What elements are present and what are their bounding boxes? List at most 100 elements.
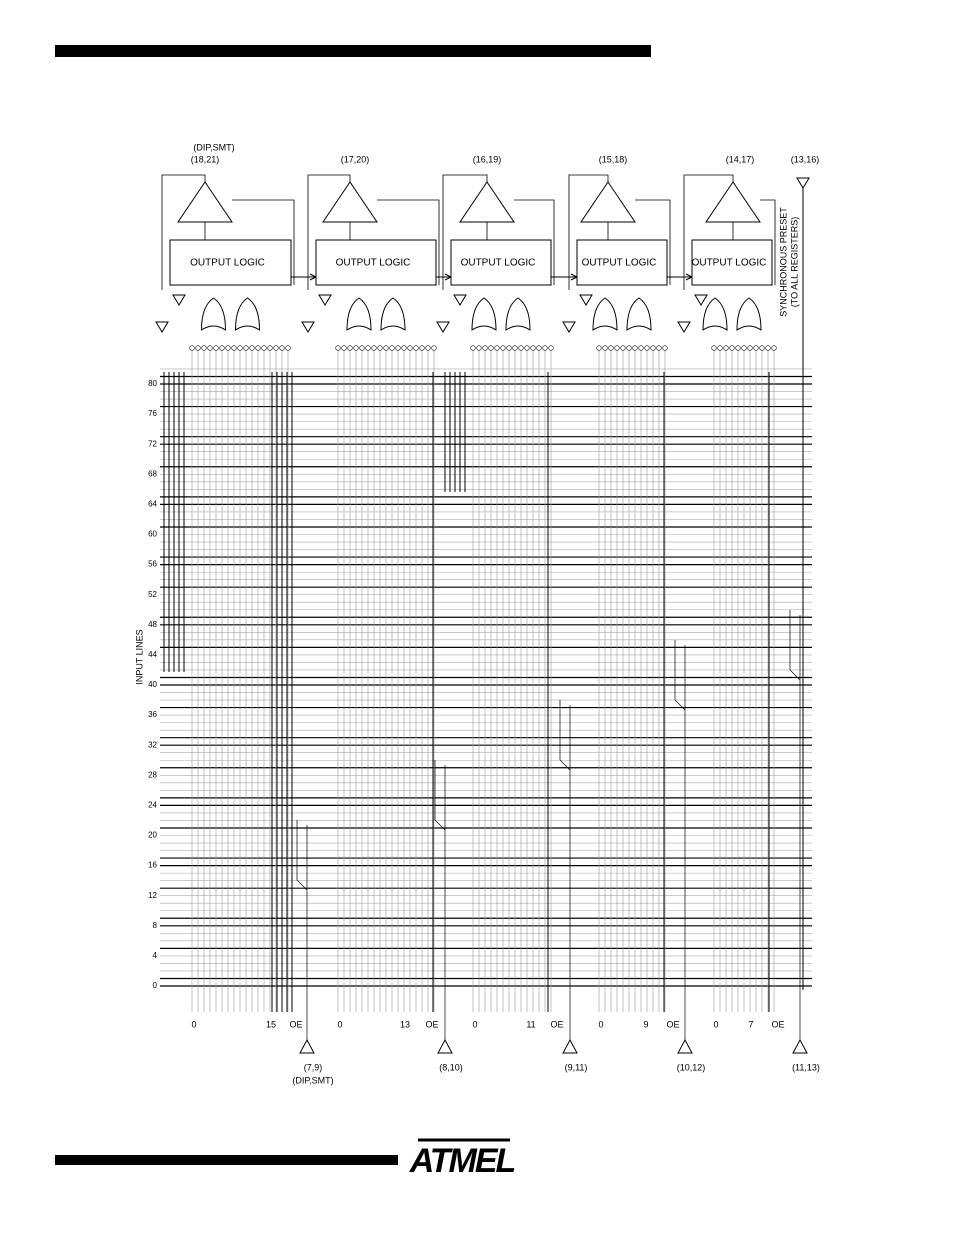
output-buffer — [459, 181, 515, 223]
term-node — [335, 345, 341, 351]
term-node — [614, 345, 620, 351]
input-line-tick: 20 — [148, 831, 157, 840]
input-line-tick: 12 — [148, 891, 157, 900]
or-gate — [346, 297, 372, 331]
buffer — [562, 294, 593, 333]
output-logic-box — [576, 239, 668, 286]
feedback-wire — [161, 174, 295, 290]
term-node — [506, 345, 512, 351]
term-node — [219, 345, 225, 351]
term-node — [261, 345, 267, 351]
term-node — [195, 345, 201, 351]
term-label: 7 — [748, 1019, 753, 1029]
term-label: 0 — [337, 1019, 342, 1029]
term-node — [419, 345, 425, 351]
term-node — [347, 345, 353, 351]
term-node — [735, 345, 741, 351]
or-gate — [200, 297, 227, 331]
term-node — [542, 345, 548, 351]
input-line-tick: 52 — [148, 590, 157, 599]
term-node — [383, 345, 389, 351]
term-node — [530, 345, 536, 351]
top-pin-label: (14,17) — [726, 154, 755, 164]
term-node — [711, 345, 717, 351]
term-label: 0 — [598, 1019, 603, 1029]
term-node — [500, 345, 506, 351]
pin-buffer — [796, 177, 810, 189]
term-label: OE — [666, 1019, 679, 1029]
input-line-tick: 72 — [148, 439, 157, 448]
term-node — [644, 345, 650, 351]
input-buffer — [677, 1038, 693, 1054]
term-node — [512, 345, 518, 351]
term-label: 0 — [191, 1019, 196, 1029]
input-line-tick: 60 — [148, 530, 157, 539]
term-node — [759, 345, 765, 351]
term-node — [401, 345, 407, 351]
input-lines-label: INPUT LINES — [134, 629, 144, 684]
input-line-tick: 56 — [148, 560, 157, 569]
term-node — [341, 345, 347, 351]
header-bar — [55, 45, 651, 57]
buffer — [301, 294, 332, 333]
input-line-tick: 4 — [153, 951, 158, 960]
input-line-tick: 44 — [148, 650, 157, 659]
term-node — [413, 345, 419, 351]
term-node — [273, 345, 279, 351]
term-node — [596, 345, 602, 351]
term-node — [662, 345, 668, 351]
feedback-wire — [307, 174, 440, 290]
or-gate — [736, 297, 762, 331]
input-line-tick: 64 — [148, 500, 157, 509]
term-node — [717, 345, 723, 351]
term-node — [395, 345, 401, 351]
input-line-tick: 80 — [148, 379, 157, 388]
arrow — [667, 273, 694, 281]
term-node — [747, 345, 753, 351]
output-logic-label: OUTPUT LOGIC — [336, 258, 411, 269]
input-buffer — [562, 1038, 578, 1054]
term-node — [237, 345, 243, 351]
term-node — [425, 345, 431, 351]
buffer — [677, 294, 708, 333]
term-node — [255, 345, 261, 351]
term-node — [359, 345, 365, 351]
input-line-tick: 8 — [153, 921, 158, 930]
term-node — [638, 345, 644, 351]
term-node — [389, 345, 395, 351]
term-label: 0 — [472, 1019, 477, 1029]
top-pin-label: (15,18) — [599, 154, 628, 164]
term-node — [470, 345, 476, 351]
term-node — [267, 345, 273, 351]
output-logic-box — [450, 239, 552, 286]
term-node — [518, 345, 524, 351]
top-pin-label: (17,20) — [341, 154, 370, 164]
input-line-tick: 36 — [148, 710, 157, 719]
arrow — [551, 273, 579, 281]
term-node — [189, 345, 195, 351]
term-node — [407, 345, 413, 351]
or-gate — [505, 297, 531, 331]
term-node — [632, 345, 638, 351]
term-node — [723, 345, 729, 351]
input-wire — [674, 640, 686, 1040]
bottom-pin-label: (7,9) — [304, 1062, 323, 1072]
input-line-tick: 76 — [148, 409, 157, 418]
term-node — [225, 345, 231, 351]
bottom-pin-label: (8,10) — [439, 1062, 463, 1072]
term-node — [650, 345, 656, 351]
bottom-pin-label: (9,11) — [565, 1062, 588, 1072]
arrow — [291, 273, 318, 281]
output-logic-box — [169, 239, 292, 286]
top-pin-label: (13,16) — [791, 154, 820, 164]
input-buffer — [437, 1038, 453, 1054]
input-line-tick: 68 — [148, 469, 157, 478]
term-node — [249, 345, 255, 351]
buffer — [436, 294, 467, 333]
logo: ATMEL — [409, 1142, 515, 1180]
term-label: 11 — [526, 1019, 535, 1029]
or-gate — [380, 297, 406, 331]
term-node — [494, 345, 500, 351]
term-node — [729, 345, 735, 351]
term-node — [602, 345, 608, 351]
